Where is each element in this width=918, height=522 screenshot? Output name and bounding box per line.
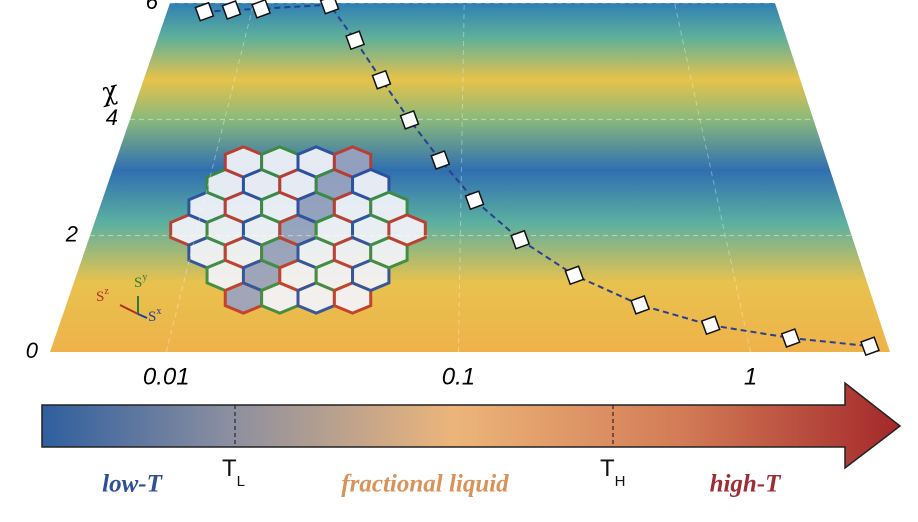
- data-point: [700, 315, 721, 336]
- plot-plane: [50, 3, 890, 352]
- y-tick-label: 0: [26, 338, 39, 363]
- x-tick-label: 0.1: [442, 363, 475, 390]
- spin-axes: [119, 296, 148, 319]
- data-point: [319, 0, 340, 15]
- region-label: low-T: [102, 471, 163, 498]
- grid-line: [457, 2, 465, 353]
- data-point: [194, 1, 215, 22]
- grid-line: [165, 2, 255, 353]
- spin-label: Sz: [96, 286, 109, 305]
- hexagon: [387, 213, 427, 247]
- data-point: [630, 294, 651, 315]
- honeycomb-lattice: [169, 145, 427, 315]
- data-point: [430, 150, 451, 170]
- data-point: [564, 265, 585, 286]
- data-point: [510, 229, 531, 250]
- y-tick-label: 2: [65, 221, 78, 246]
- temperature-label: TH: [600, 455, 626, 490]
- x-tick-label: 1: [744, 363, 757, 390]
- data-point: [371, 69, 392, 90]
- trend-line: [204, 3, 871, 348]
- data-point: [464, 190, 485, 211]
- y-tick-label: 4: [106, 105, 118, 130]
- grid-line: [674, 2, 752, 353]
- data-point: [251, 0, 271, 19]
- region-label: fractional liquid: [341, 471, 509, 498]
- spin-label: Sy: [134, 272, 147, 291]
- spin-label: Sx: [148, 306, 161, 325]
- x-tick-label: 0.01: [143, 363, 190, 390]
- y-axis-label: χ: [96, 75, 123, 109]
- data-point: [780, 328, 801, 348]
- data-point: [860, 336, 880, 357]
- data-point: [345, 30, 366, 51]
- temperature-label: TL: [222, 455, 245, 490]
- data-point: [221, 0, 242, 20]
- temperature-arrow: [41, 381, 902, 470]
- region-label: high-T: [710, 471, 783, 498]
- data-point: [399, 109, 420, 130]
- y-tick-label: 6: [146, 0, 159, 14]
